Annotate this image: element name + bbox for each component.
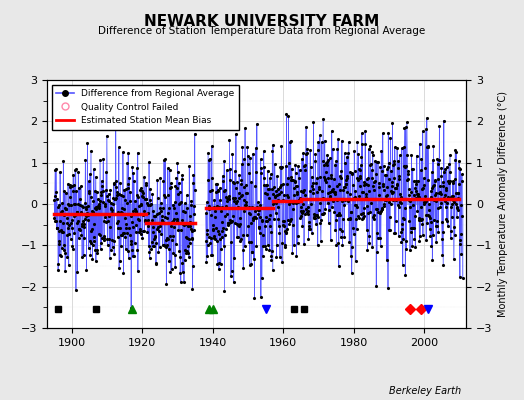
- Text: NEWARK UNIVERSITY FARM: NEWARK UNIVERSITY FARM: [145, 14, 379, 29]
- Text: Berkeley Earth: Berkeley Earth: [389, 386, 461, 396]
- Y-axis label: Monthly Temperature Anomaly Difference (°C): Monthly Temperature Anomaly Difference (…: [498, 91, 508, 317]
- Text: Difference of Station Temperature Data from Regional Average: Difference of Station Temperature Data f…: [99, 26, 425, 36]
